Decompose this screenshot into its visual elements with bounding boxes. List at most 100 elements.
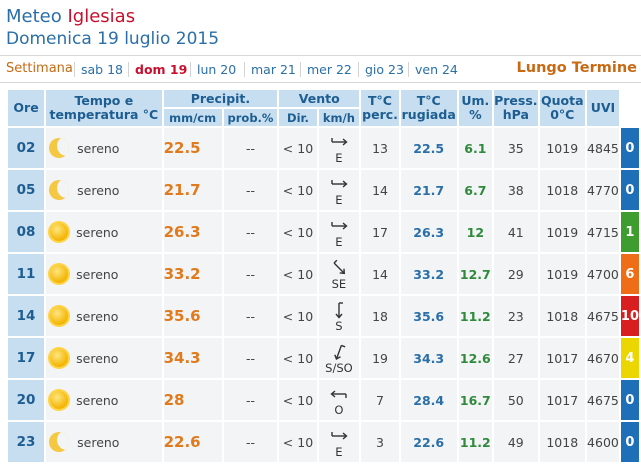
col-precipit: Precipit. xyxy=(163,90,278,107)
condition-label: sereno xyxy=(76,308,119,324)
precip-prob-cell: < 10 xyxy=(279,338,317,378)
day-tab-ven-24[interactable]: ven 24 xyxy=(408,62,458,77)
precip-prob-cell: < 10 xyxy=(279,380,317,420)
col-dir: Dir. xyxy=(279,109,317,126)
wind-direction-label: E xyxy=(335,150,343,165)
divider xyxy=(0,55,641,56)
day-tab-mar-21[interactable]: mar 21 xyxy=(244,62,296,77)
condition-cell: sereno xyxy=(46,212,162,252)
temperature-cell: 26.3 xyxy=(163,212,222,252)
condition-cell: sereno xyxy=(46,254,162,294)
wind-direction-label: E xyxy=(335,444,343,459)
condition-label: sereno xyxy=(76,266,119,282)
precip-prob-cell: < 10 xyxy=(279,212,317,252)
wind-direction-label: O xyxy=(334,402,344,417)
wind-speed-cell: 18 xyxy=(361,296,399,336)
forecast-row: 20 sereno 28 -- < 10 O 7 28. xyxy=(8,380,639,420)
freezing-level-cell: 4715 xyxy=(587,212,619,252)
forecast-row: 23 sereno 22.6 -- < 10 E 3 2 xyxy=(8,422,639,462)
freezing-level-cell: 4770 xyxy=(587,170,619,210)
precip-mm-cell: -- xyxy=(223,296,278,336)
precip-prob-cell: < 10 xyxy=(279,254,317,294)
wind-direction-label: S xyxy=(335,318,343,333)
perceived-temp-cell: 28.4 xyxy=(400,380,457,420)
wind-speed-cell: 13 xyxy=(361,128,399,168)
forecast-row: 05 sereno 21.7 -- < 10 E 14 xyxy=(8,170,639,210)
dew-point-cell: 16.7 xyxy=(458,380,493,420)
uv-index-cell: 0 xyxy=(620,380,639,420)
wind-direction-cell: E xyxy=(318,128,360,168)
col-tperc: T°C perc. xyxy=(361,90,399,126)
forecast-row: 08 sereno 26.3 -- < 10 E 17 xyxy=(8,212,639,252)
sun-icon xyxy=(50,349,69,367)
day-tab-dom-19[interactable]: dom 19 xyxy=(128,62,187,77)
day-tab-sab-18[interactable]: sab 18 xyxy=(74,62,123,77)
forecast-row: 14 sereno 35.6 -- < 10 S 18 xyxy=(8,296,639,336)
condition-cell: sereno xyxy=(46,296,162,336)
page-title: Meteo Iglesias xyxy=(6,6,135,28)
day-tab-mer-22[interactable]: mer 22 xyxy=(300,62,352,77)
perceived-temp-cell: 35.6 xyxy=(400,296,457,336)
wind-direction-cell: O xyxy=(318,380,360,420)
temperature-cell: 33.2 xyxy=(163,254,222,294)
forecast-table: Ore Tempo e temperatura °C Precipit. Ven… xyxy=(6,88,641,464)
temperature-cell: 34.3 xyxy=(163,338,222,378)
hour-cell: 05 xyxy=(8,170,45,210)
condition-label: sereno xyxy=(77,140,120,156)
condition-label: sereno xyxy=(77,182,120,198)
perceived-temp-cell: 21.7 xyxy=(400,170,457,210)
wind-arrow-icon xyxy=(331,431,348,440)
hour-cell: 11 xyxy=(8,254,45,294)
uv-index-cell: 4 xyxy=(620,338,639,378)
forecast-row: 17 sereno 34.3 -- < 10 S/SO 19 xyxy=(8,338,639,378)
perceived-temp-cell: 26.3 xyxy=(400,212,457,252)
day-tab-gio-23[interactable]: gio 23 xyxy=(358,62,404,77)
condition-label: sereno xyxy=(76,224,119,240)
day-tab-lun-20[interactable]: lun 20 xyxy=(190,62,236,77)
moon-icon xyxy=(49,180,70,200)
wind-direction-cell: S xyxy=(318,296,360,336)
col-vento: Vento xyxy=(279,90,360,107)
condition-cell: sereno xyxy=(46,380,162,420)
wind-direction-cell: S/SO xyxy=(318,338,360,378)
forecast-row: 11 sereno 33.2 -- < 10 SE 14 xyxy=(8,254,639,294)
col-trugiada: T°C rugiada xyxy=(400,90,457,126)
moon-icon xyxy=(49,138,70,158)
lungo-termine-link[interactable]: Lungo Termine xyxy=(516,60,637,76)
pressure-cell: 1019 xyxy=(539,128,586,168)
col-pressione: Press. hPa xyxy=(494,90,538,126)
sun-icon xyxy=(50,307,69,325)
page-date: Domenica 19 luglio 2015 xyxy=(6,29,220,49)
moon-icon xyxy=(49,432,70,452)
freezing-level-cell: 4670 xyxy=(587,338,619,378)
temperature-cell: 22.6 xyxy=(163,422,222,462)
dew-point-cell: 11.2 xyxy=(458,422,493,462)
condition-cell: sereno xyxy=(46,170,162,210)
uv-index-cell: 0 xyxy=(620,170,639,210)
wind-direction-label: SE xyxy=(331,276,347,291)
perceived-temp-cell: 22.6 xyxy=(400,422,457,462)
precip-mm-cell: -- xyxy=(223,422,278,462)
hour-cell: 02 xyxy=(8,128,45,168)
precip-mm-cell: -- xyxy=(223,212,278,252)
wind-direction-label: E xyxy=(335,192,343,207)
temperature-cell: 28 xyxy=(163,380,222,420)
uv-index-cell: 6 xyxy=(620,254,639,294)
pressure-cell: 1018 xyxy=(539,170,586,210)
perceived-temp-cell: 33.2 xyxy=(400,254,457,294)
humidity-cell: 29 xyxy=(494,254,538,294)
wind-speed-cell: 14 xyxy=(361,170,399,210)
precip-mm-cell: -- xyxy=(223,128,278,168)
pressure-cell: 1018 xyxy=(539,296,586,336)
pressure-cell: 1019 xyxy=(539,254,586,294)
wind-direction-label: E xyxy=(335,234,343,249)
days-navigation: Settimana sab 18 dom 19 lun 20 mar 21 me… xyxy=(0,59,641,81)
dew-point-cell: 12.6 xyxy=(458,338,493,378)
settimana-link[interactable]: Settimana xyxy=(6,61,73,76)
perceived-temp-cell: 22.5 xyxy=(400,128,457,168)
wind-arrow-icon xyxy=(333,259,345,274)
col-kmh: km/h xyxy=(318,109,360,126)
wind-arrow-icon xyxy=(334,344,346,360)
condition-cell: sereno xyxy=(46,128,162,168)
dew-point-cell: 12.7 xyxy=(458,254,493,294)
